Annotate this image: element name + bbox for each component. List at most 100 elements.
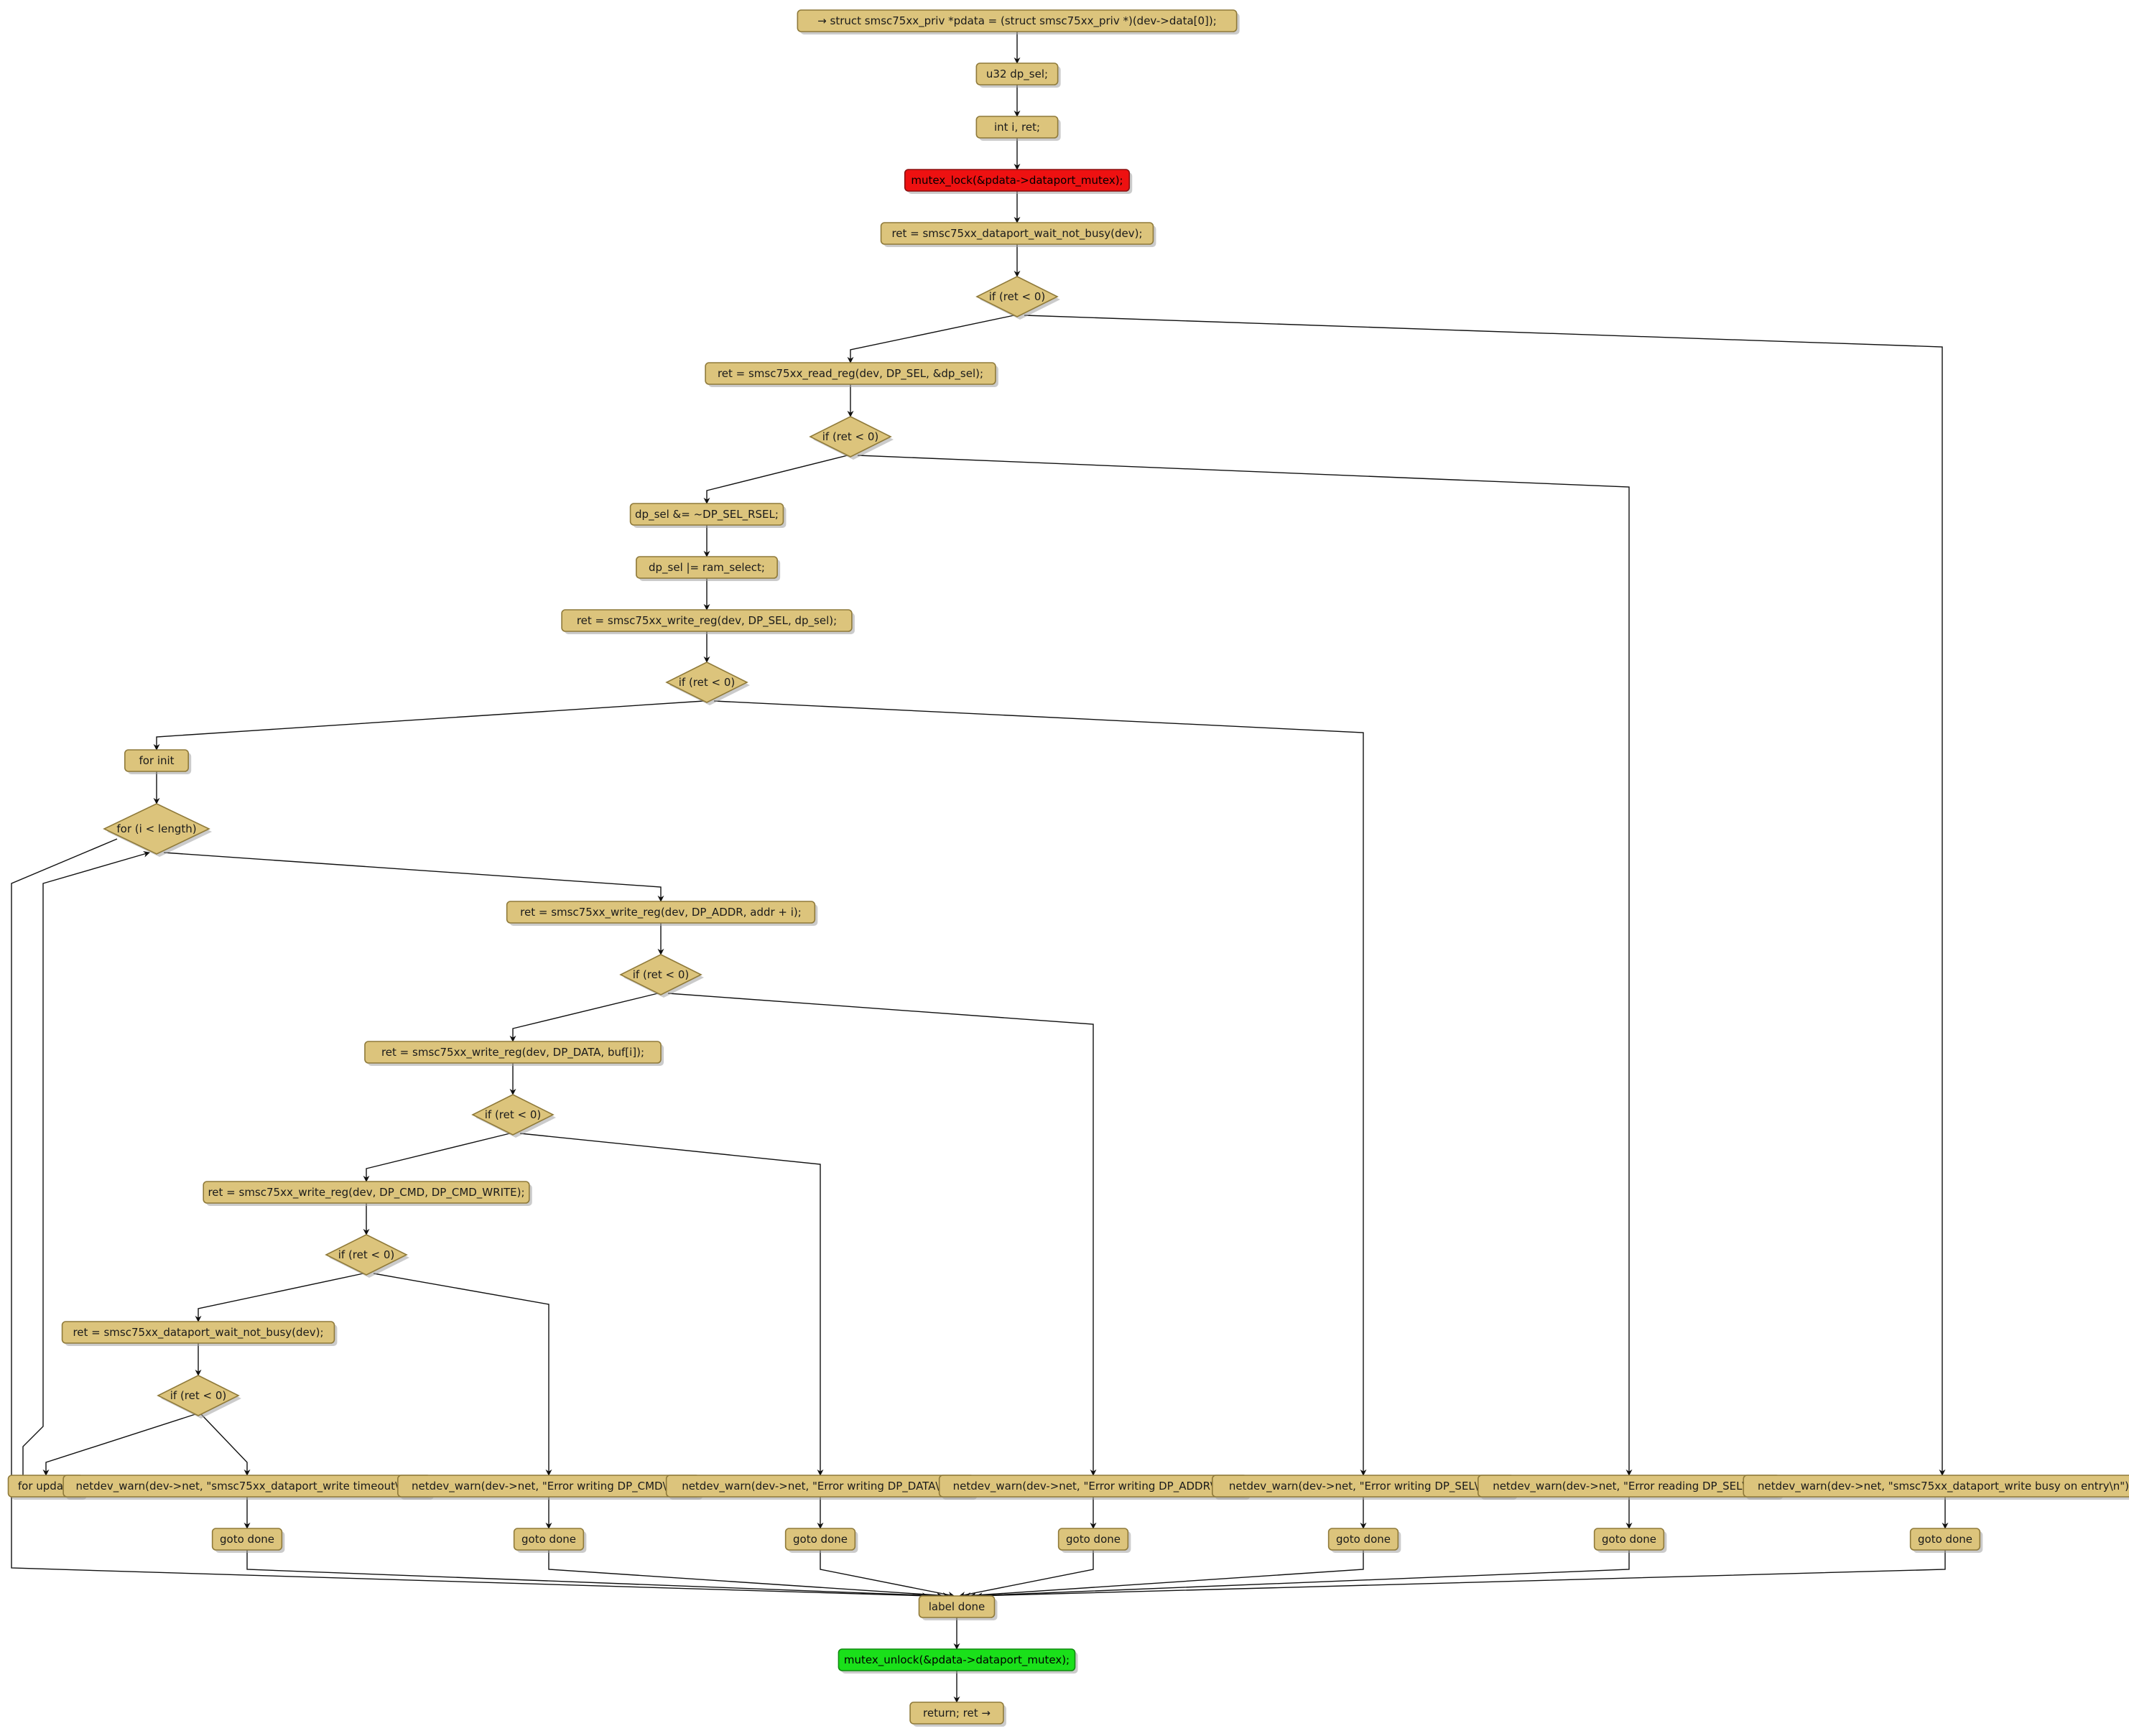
- node-label: mutex_unlock(&pdata->dataport_mutex);: [844, 1653, 1070, 1667]
- node-label: ret = smsc75xx_dataport_wait_not_busy(de…: [891, 227, 1142, 241]
- node-label: if (ret < 0): [485, 1108, 542, 1121]
- node-label: ret = smsc75xx_write_reg(dev, DP_ADDR, a…: [520, 906, 802, 919]
- action-box: [364, 1041, 662, 1064]
- edge-g5-to-n16: [964, 1550, 1364, 1599]
- node-label: goto done: [220, 1533, 274, 1546]
- node-label: for update: [18, 1480, 74, 1493]
- action-box: [797, 9, 1238, 32]
- action-node-n3: int i, ret;: [975, 116, 1061, 141]
- node-label: ret = smsc75xx_dataport_wait_not_busy(de…: [73, 1326, 323, 1340]
- edge-d2-to-w6: [857, 455, 1633, 1476]
- action-node-n9: ret = smsc75xx_write_reg(dev, DP_SEL, dp…: [561, 609, 855, 634]
- action-box: [975, 116, 1059, 139]
- action-node-g7: goto done: [1909, 1528, 1983, 1553]
- decision-diamond: [103, 803, 210, 855]
- edge-d8-to-n15: [42, 1414, 196, 1476]
- decision-node-d7: if (ret < 0): [325, 1234, 409, 1278]
- node-label: ret = smsc75xx_write_reg(dev, DP_DATA, b…: [381, 1046, 644, 1059]
- node-label: netdev_warn(dev->net, "Error writing DP_…: [1229, 1480, 1498, 1493]
- node-label: → struct smsc75xx_priv *pdata = (struct …: [817, 14, 1217, 28]
- edge-d4-to-n16: [11, 838, 929, 1600]
- action-box: [1057, 1528, 1129, 1551]
- node-label: if (ret < 0): [822, 430, 879, 443]
- edge-d4-to-n11: [163, 852, 664, 902]
- edge-d7-to-n14: [195, 1273, 364, 1322]
- action-node-w7: netdev_warn(dev->net, "smsc75xx_dataport…: [1743, 1475, 2129, 1500]
- node-label: netdev_warn(dev->net, "Error writing DP_…: [953, 1480, 1234, 1493]
- action-box: [124, 749, 190, 772]
- edge-d1-to-w7: [1024, 315, 1946, 1476]
- action-box: [975, 62, 1059, 85]
- edge-d5-to-n12: [509, 993, 659, 1042]
- decision-diamond: [665, 662, 748, 703]
- decision-node-d1: if (ret < 0): [975, 276, 1060, 320]
- action-node-n7: dp_sel &= ~DP_SEL_RSEL;: [629, 503, 787, 528]
- node-label: ret = smsc75xx_write_reg(dev, DP_SEL, dp…: [577, 614, 837, 628]
- edge-d6-to-w3: [519, 1133, 824, 1476]
- action-box: [561, 609, 853, 632]
- action-box: [203, 1181, 530, 1204]
- node-label: for (i < length): [116, 822, 196, 835]
- action-box: [636, 556, 778, 579]
- node-label: ret = smsc75xx_write_reg(dev, DP_CMD, DP…: [208, 1186, 524, 1199]
- node-label: dp_sel |= ram_select;: [649, 561, 765, 575]
- action-node-n4: mutex_lock(&pdata->dataport_mutex);: [904, 169, 1133, 194]
- node-label: if (ret < 0): [633, 968, 690, 981]
- action-box: [909, 1702, 1004, 1725]
- node-label: for init: [139, 754, 174, 767]
- action-box: [904, 169, 1131, 192]
- node-label: netdev_warn(dev->net, "Error writing DP_…: [682, 1480, 959, 1493]
- action-node-n5: ret = smsc75xx_dataport_wait_not_busy(de…: [880, 222, 1156, 247]
- decision-node-d3: if (ret < 0): [665, 662, 750, 705]
- decision-diamond: [157, 1375, 240, 1416]
- edge-g3-to-n16: [820, 1550, 955, 1598]
- edge-d7-to-w2: [373, 1273, 552, 1476]
- action-box: [1593, 1528, 1665, 1551]
- action-node-g6: goto done: [1593, 1528, 1667, 1553]
- action-node-g4: goto done: [1057, 1528, 1131, 1553]
- action-box: [1327, 1528, 1399, 1551]
- action-node-n6: ret = smsc75xx_read_reg(dev, DP_SEL, &dp…: [705, 362, 998, 387]
- action-node-n17: mutex_unlock(&pdata->dataport_mutex);: [838, 1648, 1078, 1674]
- node-label: netdev_warn(dev->net, "smsc75xx_dataport…: [1758, 1480, 2129, 1493]
- action-node-n13: ret = smsc75xx_write_reg(dev, DP_CMD, DP…: [203, 1181, 532, 1206]
- action-node-n10: for init: [124, 749, 192, 774]
- edge-d8-to-w1: [200, 1414, 251, 1476]
- action-box: [61, 1321, 335, 1344]
- node-label: if (ret < 0): [989, 290, 1046, 303]
- decision-node-d5: if (ret < 0): [619, 954, 704, 998]
- decision-diamond: [809, 416, 892, 458]
- edge-d6-to-n13: [363, 1133, 511, 1182]
- action-node-w1: netdev_warn(dev->net, "smsc75xx_dataport…: [62, 1475, 434, 1500]
- nodes-layer: → struct smsc75xx_priv *pdata = (struct …: [7, 9, 2129, 1727]
- node-label: goto done: [1918, 1533, 1972, 1546]
- edge-g4-to-n16: [958, 1550, 1094, 1598]
- action-node-g3: goto done: [784, 1528, 858, 1553]
- action-node-n16: label done: [918, 1595, 998, 1620]
- action-node-n8: dp_sel |= ram_select;: [636, 556, 781, 581]
- action-node-w3: netdev_warn(dev->net, "Error writing DP_…: [665, 1475, 978, 1500]
- action-box: [880, 222, 1154, 245]
- node-label: netdev_warn(dev->net, "Error writing DP_…: [412, 1480, 686, 1493]
- edge-g6-to-n16: [969, 1550, 1630, 1600]
- action-node-n2: u32 dp_sel;: [975, 62, 1061, 88]
- decision-node-d6: if (ret < 0): [471, 1094, 556, 1138]
- action-box: [629, 503, 784, 526]
- node-label: ret = smsc75xx_read_reg(dev, DP_SEL, &dp…: [718, 367, 983, 381]
- decision-diamond: [325, 1234, 408, 1276]
- node-label: if (ret < 0): [679, 676, 736, 689]
- action-node-n14: ret = smsc75xx_dataport_wait_not_busy(de…: [61, 1321, 338, 1346]
- node-label: goto done: [793, 1533, 848, 1546]
- action-box: [838, 1648, 1076, 1671]
- action-node-w4: netdev_warn(dev->net, "Error writing DP_…: [938, 1475, 1251, 1500]
- action-node-g5: goto done: [1327, 1528, 1401, 1553]
- edge-g7-to-n16: [975, 1550, 1946, 1600]
- decision-diamond: [471, 1094, 555, 1136]
- action-box: [1909, 1528, 1981, 1551]
- action-node-w6: netdev_warn(dev->net, "Error reading DP_…: [1478, 1475, 1784, 1500]
- edge-d2-to-n7: [703, 455, 848, 504]
- edge-g1-to-n16: [246, 1550, 944, 1600]
- action-box: [784, 1528, 856, 1551]
- node-label: if (ret < 0): [170, 1389, 227, 1402]
- node-label: u32 dp_sel;: [986, 68, 1048, 81]
